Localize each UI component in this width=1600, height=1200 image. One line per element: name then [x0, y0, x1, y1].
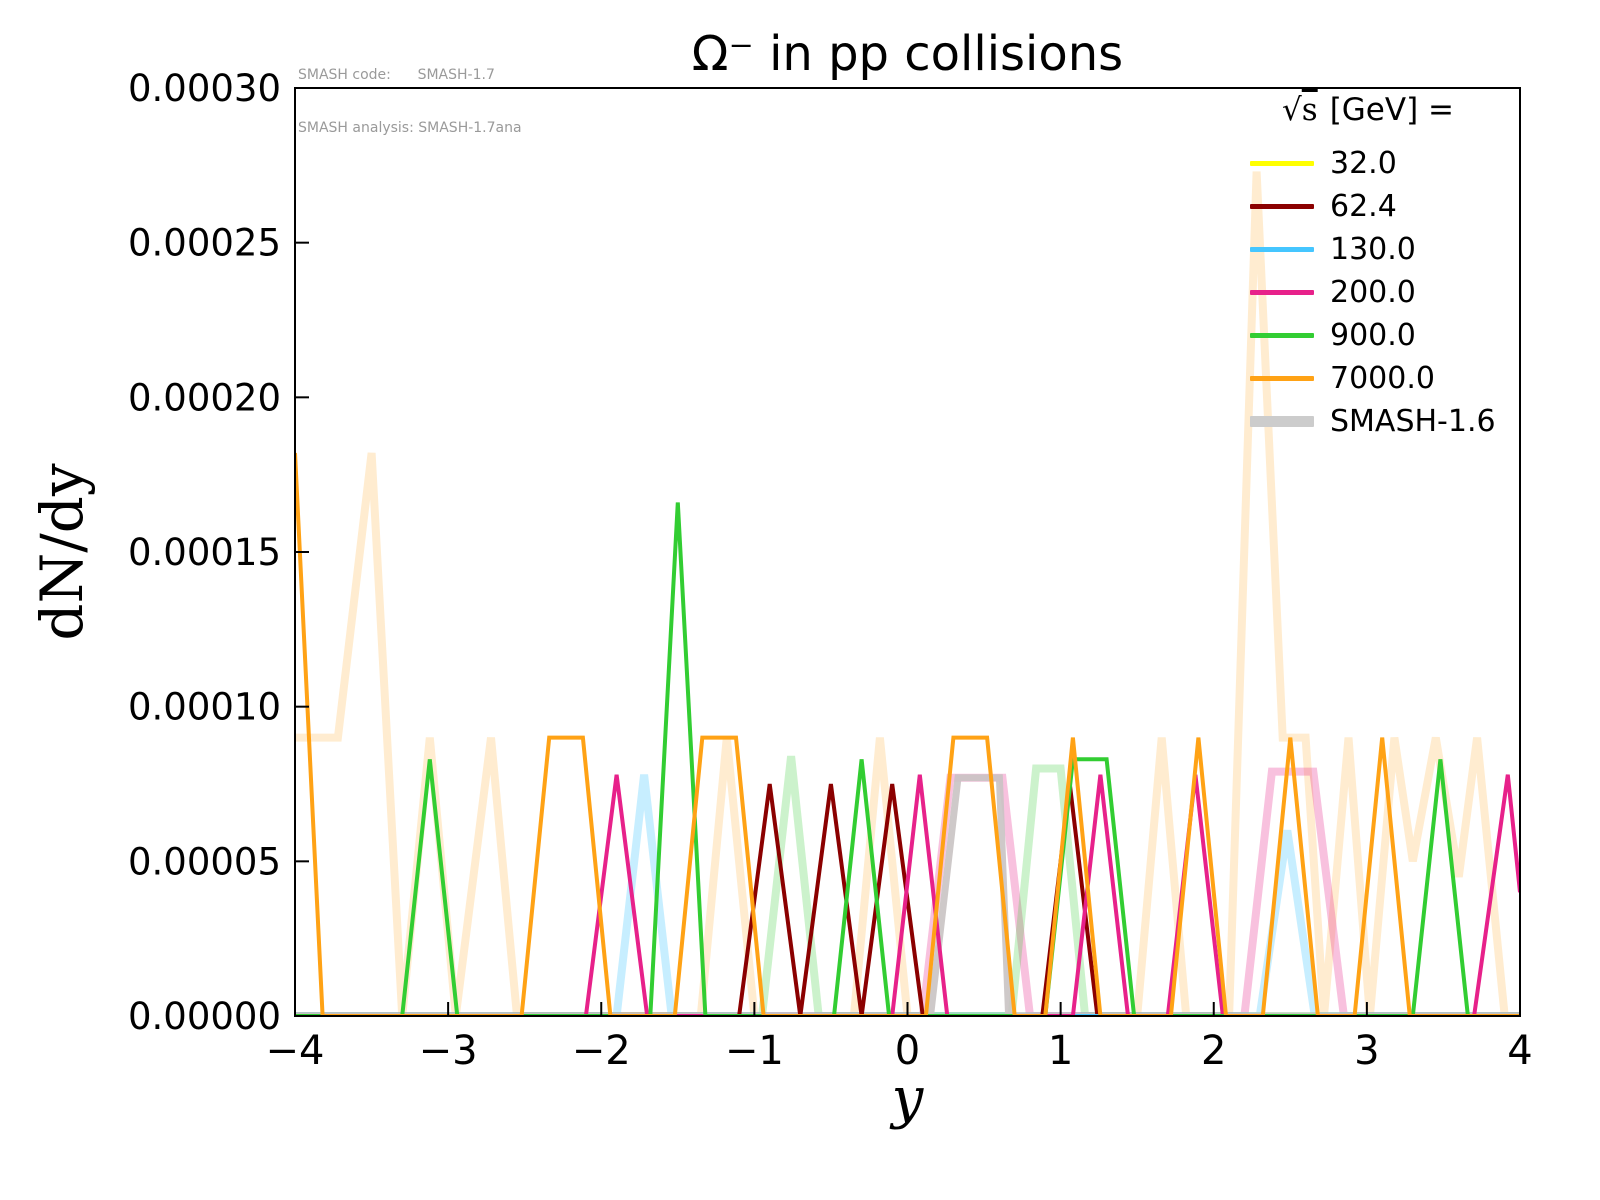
legend-entry: 130.0 [1250, 228, 1496, 271]
legend-entry-label: 200.0 [1330, 275, 1416, 310]
legend-line-sample [1250, 376, 1314, 381]
legend-entry: 32.0 [1250, 142, 1496, 185]
y-axis-label: dN/dy [28, 463, 96, 641]
x-tick-label: −4 [266, 1028, 325, 1074]
series-line-7000.0 [295, 452, 1520, 1016]
smash-analysis-annotation: SMASH analysis: SMASH-1.7ana [298, 119, 522, 136]
legend-entry: SMASH-1.6 [1250, 400, 1496, 443]
legend-entry: 900.0 [1250, 314, 1496, 357]
x-tick-label: 4 [1507, 1028, 1532, 1074]
legend-entry: 62.4 [1250, 185, 1496, 228]
legend-entry-label: 130.0 [1330, 232, 1416, 267]
sqrt-s-symbol: √ [1282, 92, 1302, 128]
series-group [295, 171, 1520, 1016]
legend-entry-label: SMASH-1.6 [1330, 404, 1496, 439]
x-tick-label: −1 [725, 1028, 784, 1074]
x-axis-label: y [891, 1066, 924, 1131]
legend-entry: 200.0 [1250, 271, 1496, 314]
legend-header-units: [GeV] = [1329, 92, 1455, 128]
x-tick-label: 0 [895, 1028, 920, 1074]
legend-entry-label: 32.0 [1330, 146, 1397, 181]
legend-entry-label: 900.0 [1330, 318, 1416, 353]
series-line-900.0 [295, 502, 1520, 1016]
series-line-smash16-900 [295, 755, 1520, 1016]
x-tick-label: 3 [1354, 1028, 1379, 1074]
legend-entry-label: 7000.0 [1330, 361, 1435, 396]
x-tick-label: 2 [1201, 1028, 1226, 1074]
y-tick-label: 0.00005 [128, 840, 281, 883]
legend-line-sample [1250, 333, 1314, 338]
y-tick-label: 0.00000 [128, 995, 281, 1038]
legend-line-sample [1250, 161, 1314, 166]
legend-line-sample [1250, 204, 1314, 209]
x-tick-label: −2 [572, 1028, 631, 1074]
x-tick-label: 1 [1048, 1028, 1073, 1074]
legend: √s [GeV] = 32.0 62.4 130.0 200.0 900.0 7000.0 S… [1250, 92, 1496, 443]
y-tick-label: 0.00025 [128, 222, 281, 265]
legend-entry: 7000.0 [1250, 357, 1496, 400]
y-tick-label: 0.00010 [128, 686, 281, 729]
x-tick-label: −3 [419, 1028, 478, 1074]
legend-entries: 32.0 62.4 130.0 200.0 900.0 7000.0 SMASH-1.6 [1250, 142, 1496, 443]
y-tick-label: 0.00030 [128, 67, 281, 110]
smash-code-annotation: SMASH code: SMASH-1.7 [298, 67, 495, 83]
series-line-smash16-gray [295, 774, 1520, 1016]
legend-header: √s [GeV] = [1282, 92, 1455, 128]
legend-line-sample [1250, 247, 1314, 252]
y-tick-label: 0.00015 [128, 531, 281, 574]
series-line-smash16-7000 [295, 171, 1520, 1016]
legend-entry-label: 62.4 [1330, 189, 1397, 224]
series-line-smash16-130 [295, 774, 1520, 1016]
legend-line-sample [1250, 290, 1314, 295]
smash-annotation: SMASH code: SMASH-1.7 SMASH analysis: SM… [298, 32, 522, 172]
chart-title: Ω⁻ in pp collisions [691, 26, 1124, 82]
y-tick-label: 0.00020 [128, 376, 281, 419]
legend-line-sample [1250, 416, 1314, 427]
